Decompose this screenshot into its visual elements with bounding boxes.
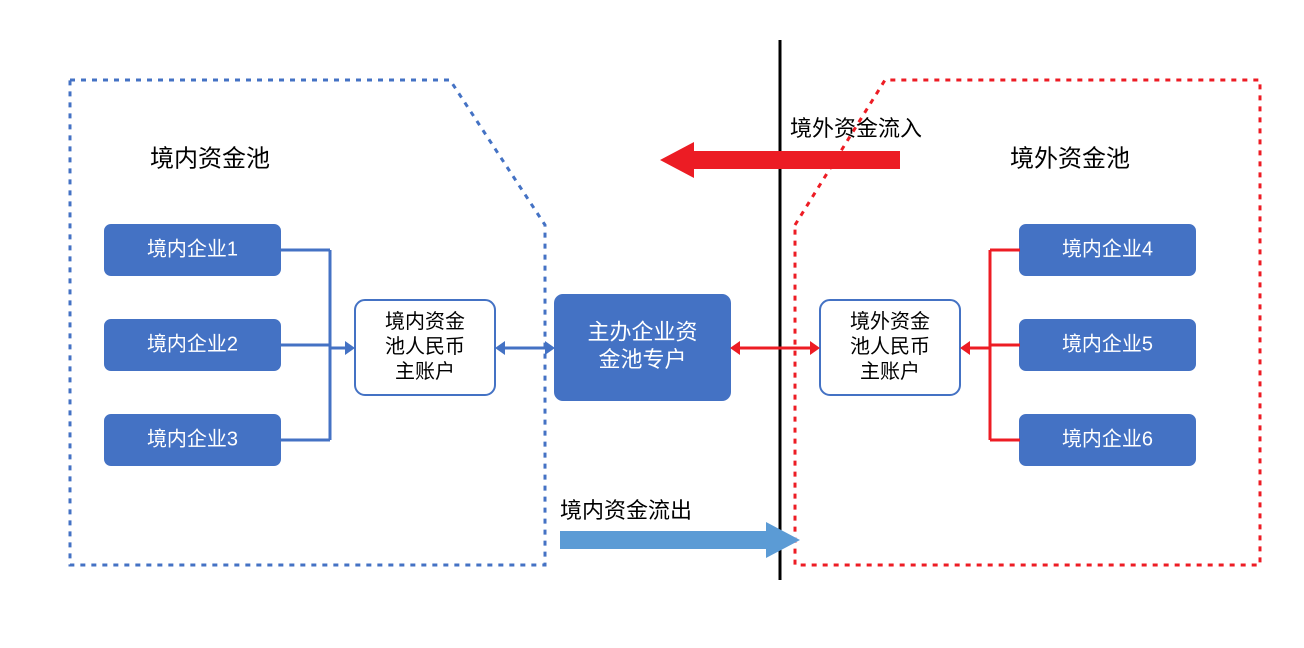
- overseas-pool-account-line: 主账户: [860, 360, 920, 383]
- overseas-pool-account-line: 池人民币: [850, 335, 930, 358]
- link-center-ovs-head-l: [730, 341, 740, 355]
- domestic-company-3-label: 境内企业3: [147, 427, 238, 450]
- outflow-label: 境内资金流出: [560, 498, 692, 523]
- domestic-brace-head: [345, 341, 355, 355]
- link-center-ovs-head-r: [810, 341, 820, 355]
- domestic-pool-account-line: 池人民币: [385, 335, 465, 358]
- inflow-label: 境外资金流入: [790, 116, 922, 141]
- overseas-pool-account-line: 境外资金: [850, 310, 930, 333]
- overseas-title: 境外资金池: [1010, 145, 1130, 172]
- overseas-brace-head: [960, 341, 970, 355]
- domestic-company-1-label: 境内企业1: [147, 237, 238, 260]
- link-dom-center-head-l: [495, 341, 505, 355]
- link-dom-center-head-r: [545, 341, 555, 355]
- domestic-pool-account-line: 主账户: [395, 360, 455, 383]
- domestic-company-2-label: 境内企业2: [147, 332, 238, 355]
- outflow-arrow: [560, 522, 800, 558]
- domestic-pool-account-line: 境内资金: [385, 310, 465, 333]
- overseas-company-1-label: 境内企业4: [1062, 237, 1153, 260]
- overseas-company-2-label: 境内企业5: [1062, 332, 1153, 355]
- center-account-line: 金池专户: [598, 347, 686, 372]
- domestic-title: 境内资金池: [150, 145, 270, 172]
- overseas-company-3-label: 境内企业6: [1062, 427, 1153, 450]
- diagram-canvas: 境内资金池 境外资金池 境外资金流入境内资金流出 境内企业1 境内企业2 境内企业3 境内企…: [0, 0, 1304, 648]
- center-account-line: 主办企业资: [587, 320, 697, 345]
